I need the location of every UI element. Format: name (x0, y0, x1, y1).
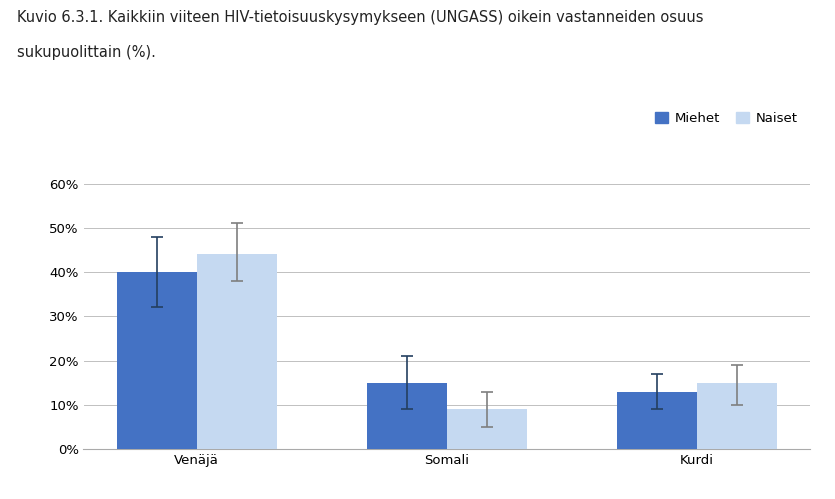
Bar (196, 254, 276, 449)
Bar (697, 383, 777, 449)
Bar (617, 392, 697, 449)
Text: Kuvio 6.3.1. Kaikkiin viiteen HIV-tietoisuuskysymykseen (UNGASS) oikein vastanne: Kuvio 6.3.1. Kaikkiin viiteen HIV-tietoi… (17, 10, 703, 25)
Bar (367, 383, 447, 449)
Legend: Miehet, Naiset: Miehet, Naiset (650, 106, 803, 130)
Text: sukupuolittain (%).: sukupuolittain (%). (17, 45, 155, 60)
Bar (447, 409, 527, 449)
Bar (117, 272, 196, 449)
